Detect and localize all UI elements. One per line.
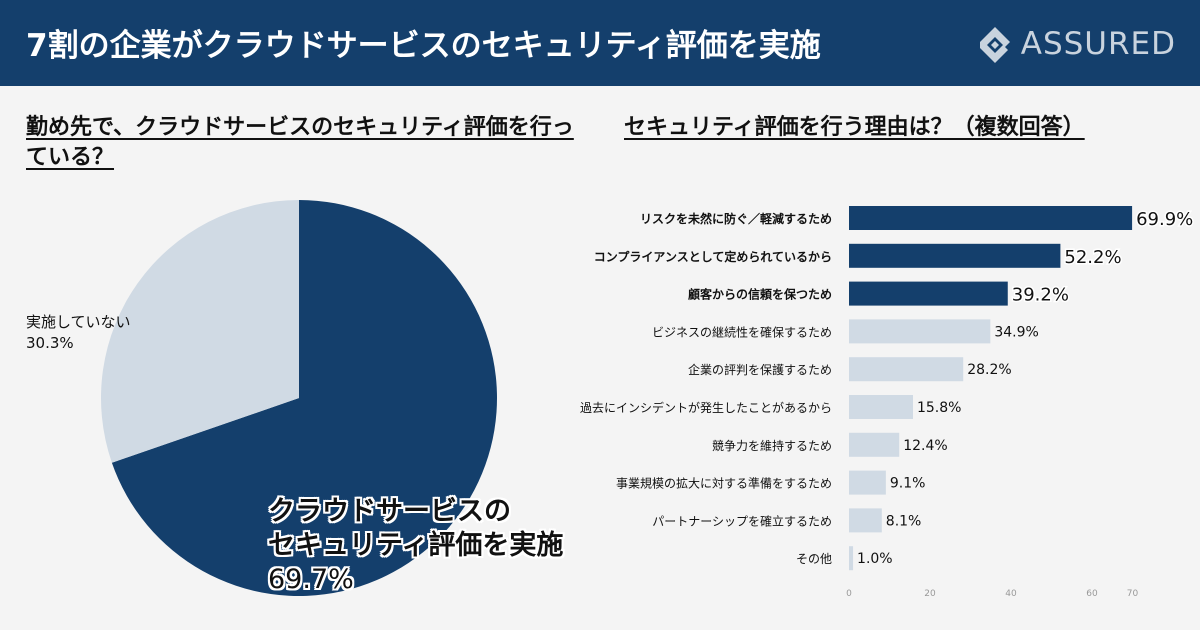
bar-category-label: リスクを未然に防ぐ／軽減するため [640,211,832,226]
bar-7 [849,470,886,495]
bar-chart-title: セキュリティ評価を行う理由は？（複数回答） [624,115,1085,140]
pie-slice-0 [111,200,498,596]
bar-category-label: 競争力を維持するため [712,438,832,453]
page-title: 7割の企業がクラウドサービスのセキュリティ評価を実施 [26,28,821,64]
bar-6 [849,432,900,457]
bar-category-label: 企業の評判を保護するため [688,362,832,377]
bar-0 [849,206,1133,230]
pie-label-not-implemented: 実施していない 30.3% [26,312,131,354]
bar-value-label: 52.2% [1064,247,1121,268]
pie-chart [100,200,498,596]
bar-5 [849,395,913,419]
assured-logo-icon [979,27,1010,63]
bar-category-label: パートナーシップを確立するため [652,513,832,528]
bar-value-label: 39.2% [1012,285,1069,306]
bar-9 [849,546,854,571]
bar-category-label: 顧客からの信頼を保つため [688,287,832,302]
bar-value-label: 69.9% [1136,209,1193,230]
bar-value-label: 15.8% [917,400,961,416]
pie-slice-label: クラウドサービスの セキュリティ評価を実施 [268,496,564,561]
header-banner: 7割の企業がクラウドサービスのセキュリティ評価を実施 ASSURED [0,0,1200,86]
bar-value-label: 34.9% [994,324,1038,340]
bar-value-label: 12.4% [903,438,947,454]
bar-category-label: 過去にインシデントが発生したことがあるから [580,400,832,415]
x-tick-label: 70 [1127,589,1139,599]
logo: ASSURED [975,24,1176,64]
bar-3 [849,319,991,344]
bar-2 [849,281,1008,306]
pie-slice-value: 30.3% [26,334,74,352]
bar-1 [849,243,1061,268]
pie-chart-title: 勤め先で、クラウドサービスのセキュリティ評価を行っている？ [26,115,574,170]
bar-chart: リスクを未然に防ぐ／軽減するため 69.9% コンプライアンスとして定められているか… [580,206,1195,599]
pie-slice-value: 69.7% [268,564,354,595]
x-tick-label: 60 [1086,589,1098,599]
x-tick-label: 20 [924,589,936,599]
bar-category-label: その他 [796,552,832,566]
bar-8 [849,508,882,533]
bar-value-label: 1.0% [857,551,893,567]
bar-category-label: ビジネスの継続性を確保するため [652,324,832,339]
bar-4 [849,357,964,382]
pie-slice-label: 実施していない [26,313,131,331]
bar-category-label: 事業規模の拡大に対する準備をするため [616,476,832,491]
pie-slice-1 [100,200,299,463]
bar-value-label: 8.1% [886,513,922,529]
logo-text: ASSURED [1020,26,1176,62]
x-tick-label: 0 [846,589,852,599]
bar-category-label: コンプライアンスとして定められているから [594,249,832,264]
bar-value-label: 28.2% [967,362,1011,378]
bar-value-label: 9.1% [890,476,926,492]
pie-label-implemented: クラウドサービスの セキュリティ評価を実施 69.7% [268,495,563,597]
x-tick-label: 40 [1005,589,1017,599]
